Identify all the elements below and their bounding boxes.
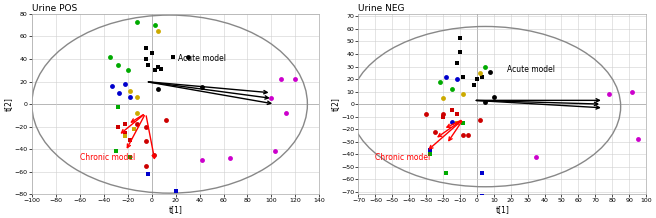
Text: Chronic model: Chronic model [80,153,135,162]
X-axis label: t[1]: t[1] [495,205,509,214]
X-axis label: t[1]: t[1] [169,205,182,214]
Text: Acute model: Acute model [507,65,556,73]
Text: Chronic model: Chronic model [375,153,430,162]
Y-axis label: t[2]: t[2] [4,97,13,111]
Text: Acute model: Acute model [178,54,226,63]
Y-axis label: t[2]: t[2] [331,97,340,111]
Text: Urine NEG: Urine NEG [358,4,405,13]
Text: Urine POS: Urine POS [32,4,77,13]
